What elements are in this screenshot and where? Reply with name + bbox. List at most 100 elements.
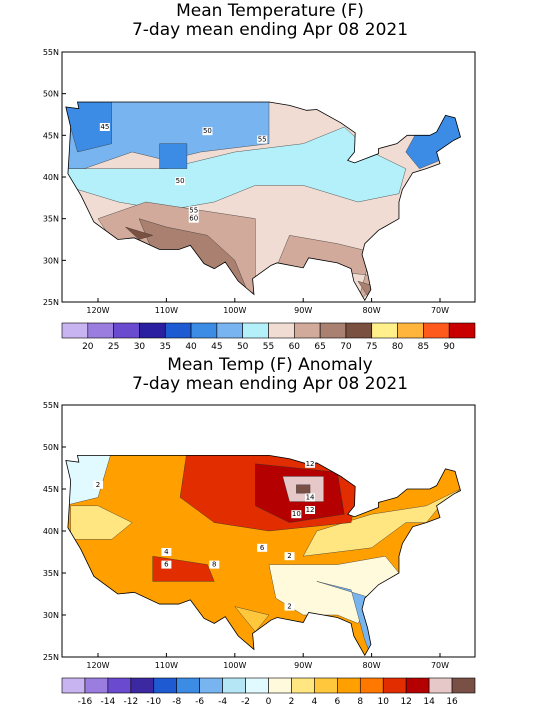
colorbar-label: -10 <box>146 697 161 707</box>
colorbar-box <box>268 677 292 694</box>
colorbar-box <box>359 677 384 694</box>
contour-label-box <box>188 214 199 223</box>
subtitle: 7-day mean ending Apr 08 2021 <box>132 374 408 394</box>
colorbar-box <box>337 677 361 694</box>
lon-label: 110W <box>155 306 178 315</box>
title: Mean Temperature (F) <box>176 1 364 21</box>
colorbar-label: 20 <box>82 342 94 352</box>
colorbar-label: -8 <box>172 697 181 707</box>
lat-label: 40N <box>43 527 59 536</box>
contour-label: 50 <box>176 177 185 185</box>
colorbar-label: 30 <box>134 342 146 352</box>
colorbar-box <box>314 677 338 694</box>
us-outline <box>65 454 461 657</box>
title: Mean Temp (F) Anomaly <box>167 355 372 375</box>
contour-label-box <box>305 506 316 514</box>
temperature-region <box>234 606 270 633</box>
lon-label: 80W <box>363 661 381 670</box>
colorbar-label: 75 <box>366 342 377 352</box>
colorbar-box <box>268 322 295 339</box>
contour-label-box <box>305 493 316 502</box>
colorbar-box <box>242 322 269 339</box>
contour-label-box <box>188 206 199 215</box>
colorbar-box <box>216 322 243 339</box>
contour-label: 8 <box>212 561 216 569</box>
lat-label: 40N <box>43 173 59 182</box>
contour-label-box <box>161 560 172 569</box>
colorbar-box <box>382 677 407 694</box>
colorbar-box <box>61 322 89 339</box>
colorbar-box <box>176 677 200 694</box>
contour-label: 10 <box>292 510 301 518</box>
colorbar-box <box>87 322 114 339</box>
colorbar-label: 90 <box>443 342 455 352</box>
contour-label: 6 <box>260 544 265 552</box>
colorbar-label: 4 <box>312 697 318 707</box>
lat-label: 45N <box>43 485 59 494</box>
lat-label: 25N <box>43 653 59 662</box>
colorbar-label: 8 <box>357 697 363 707</box>
colorbar-box <box>451 677 476 694</box>
contour-label-box <box>291 510 302 519</box>
colorbar-label: 16 <box>446 697 458 707</box>
colorbar-box <box>113 322 140 339</box>
lat-label: 50N <box>43 90 59 99</box>
colorbar-label: 6 <box>334 697 340 707</box>
contour-label-box <box>99 123 110 131</box>
colorbar-box <box>222 677 246 694</box>
contour-label: 2 <box>287 552 291 560</box>
colorbar-label: 50 <box>237 342 249 352</box>
colorbar-box <box>130 677 155 694</box>
lon-label: 70W <box>431 661 449 670</box>
colorbar-box <box>164 322 192 339</box>
colorbar-label: -2 <box>241 697 250 707</box>
lon-label: 90W <box>294 661 312 670</box>
colorbar-label: 65 <box>314 342 325 352</box>
lon-label: 70W <box>431 306 449 315</box>
colorbar-box <box>107 677 132 694</box>
lat-label: 35N <box>43 569 59 578</box>
colorbar-label: 60 <box>289 342 301 352</box>
temperature-region <box>65 455 112 507</box>
colorbar-label: -12 <box>123 697 138 707</box>
lat-label: 55N <box>43 401 59 410</box>
us-outline <box>65 101 461 302</box>
contour-label: 2 <box>287 603 291 611</box>
colorbar-label: 2 <box>289 697 295 707</box>
temperature-region <box>125 226 154 240</box>
colorbar-box <box>371 322 398 339</box>
colorbar-box <box>405 677 430 694</box>
temperature-region <box>296 484 311 494</box>
colorbar-label: 80 <box>392 342 404 352</box>
colorbar-label: -16 <box>78 697 93 707</box>
lon-label: 120W <box>86 306 109 315</box>
colorbar-box <box>397 322 424 339</box>
colorbar-box <box>153 677 178 694</box>
colorbar-label: 85 <box>418 342 429 352</box>
contour-label-box <box>175 177 186 186</box>
contour-label: 50 <box>203 127 212 135</box>
lon-label: 90W <box>294 306 312 315</box>
contour-label-box <box>93 480 103 489</box>
lon-label: 120W <box>86 661 109 670</box>
colorbar-label: 10 <box>377 697 389 707</box>
contour-label: 55 <box>189 206 198 214</box>
contour-label: 60 <box>189 215 198 223</box>
subtitle: 7-day mean ending Apr 08 2021 <box>132 20 408 40</box>
lon-label: 80W <box>363 306 381 315</box>
colorbar-box <box>448 322 476 339</box>
contour-label-box <box>257 135 268 144</box>
colorbar-box <box>190 322 218 339</box>
colorbar-label: 70 <box>340 342 352 352</box>
map-fill <box>65 102 461 301</box>
contour-label-box <box>284 602 295 611</box>
lon-label: 110W <box>155 661 178 670</box>
colorbar-box <box>319 322 347 339</box>
colorbar-label: 55 <box>263 342 274 352</box>
temperature-region <box>65 102 112 153</box>
colorbar-box <box>245 677 269 694</box>
lon-label: 100W <box>223 306 246 315</box>
colorbar-label: 25 <box>108 342 119 352</box>
contour-label: 6 <box>164 561 169 569</box>
